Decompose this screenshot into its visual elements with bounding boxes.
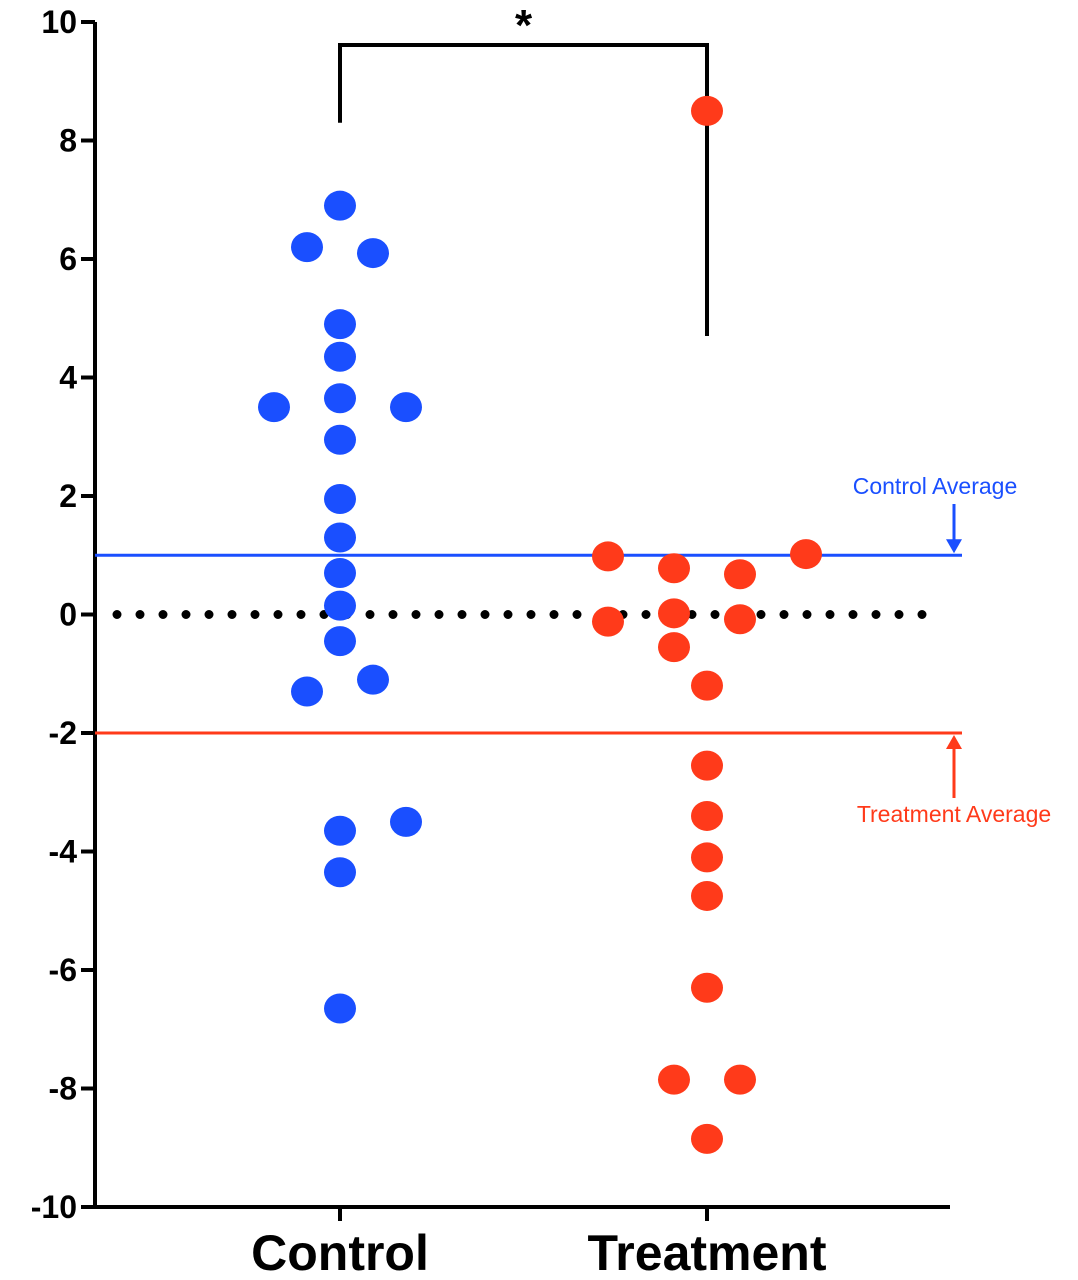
treatment-data-point <box>724 559 756 590</box>
treatment-data-point <box>691 670 723 701</box>
y-tick-label: 0 <box>59 597 77 633</box>
control-data-point <box>324 522 356 553</box>
treatment-data-point <box>790 539 822 570</box>
control-data-point <box>324 309 356 340</box>
control-data-point <box>324 483 356 514</box>
significance-star: * <box>515 1 533 50</box>
y-tick-label: 4 <box>59 360 77 396</box>
treatment-data-point <box>691 95 723 126</box>
treatment-data-point <box>691 972 723 1003</box>
treatment-data-point <box>592 606 624 637</box>
control-data-point <box>324 590 356 621</box>
control-data-point <box>324 857 356 888</box>
control-data-point <box>324 626 356 657</box>
y-tick-label: -8 <box>49 1071 77 1107</box>
treatment-data-point <box>691 880 723 911</box>
x-category-label: Control <box>251 1225 429 1280</box>
y-tick-label: 6 <box>59 241 77 277</box>
treatment-data-point <box>691 1123 723 1154</box>
control-data-point <box>258 392 290 423</box>
y-tick-label: 10 <box>41 4 77 40</box>
treatment-data-point <box>658 1064 690 1095</box>
treatment-data-point <box>724 604 756 635</box>
treatment-data-point <box>691 800 723 831</box>
control-data-point <box>390 392 422 423</box>
treatment-data-point <box>658 553 690 584</box>
treatment-data-point <box>691 750 723 781</box>
treatment-data-point <box>658 598 690 629</box>
treatment-data-point <box>658 632 690 663</box>
control-data-point <box>291 676 323 707</box>
significance-bracket <box>338 43 709 337</box>
y-tick-label: -4 <box>49 834 78 870</box>
y-tick-label: -2 <box>49 715 77 751</box>
y-tick-label: -6 <box>49 952 77 988</box>
y-tick-label: 8 <box>59 123 77 159</box>
y-tick-label: -10 <box>31 1189 77 1225</box>
control-data-point <box>324 190 356 221</box>
control-data-point <box>324 558 356 589</box>
control-data-point <box>324 383 356 414</box>
control-data-point <box>324 815 356 846</box>
treatment-average-label: Treatment Average <box>857 801 1051 827</box>
control-data-point <box>291 232 323 263</box>
control-data-point <box>324 993 356 1024</box>
treatment-average-arrow-head <box>946 735 962 749</box>
treatment-data-point <box>724 1064 756 1095</box>
y-tick-label: 2 <box>59 478 77 514</box>
control-data-point <box>390 806 422 837</box>
treatment-data-point <box>592 541 624 572</box>
control-data-point <box>324 424 356 455</box>
control-average-arrow-head <box>946 539 962 554</box>
control-data-point <box>357 238 389 269</box>
treatment-data-point <box>691 842 723 873</box>
control-data-point <box>357 664 389 695</box>
control-data-point <box>324 341 356 372</box>
control-average-label: Control Average <box>853 473 1018 499</box>
x-category-label: Treatment <box>588 1225 827 1280</box>
